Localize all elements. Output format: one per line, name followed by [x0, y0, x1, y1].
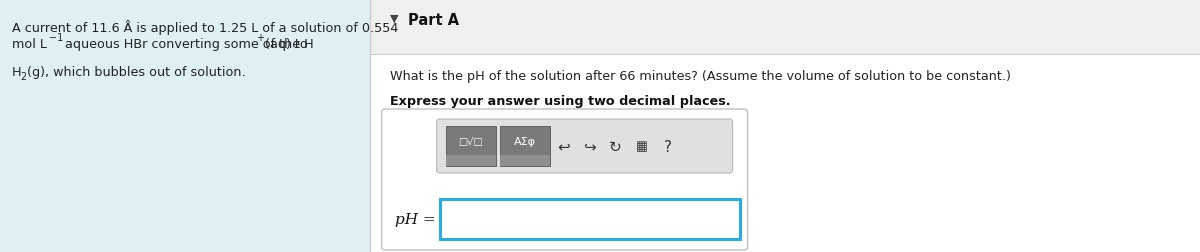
Text: ▼: ▼: [390, 14, 398, 24]
Text: −1: −1: [49, 33, 64, 43]
Text: +: +: [257, 33, 265, 43]
FancyBboxPatch shape: [445, 155, 496, 166]
Text: ↩: ↩: [557, 139, 570, 154]
Text: (g), which bubbles out of solution.: (g), which bubbles out of solution.: [28, 66, 246, 79]
Text: Part A: Part A: [408, 13, 458, 28]
FancyBboxPatch shape: [499, 127, 550, 166]
FancyBboxPatch shape: [382, 110, 748, 250]
Text: What is the pH of the solution after 66 minutes? (Assume the volume of solution : What is the pH of the solution after 66 …: [390, 70, 1010, 83]
Text: Express your answer using two decimal places.: Express your answer using two decimal pl…: [390, 94, 730, 108]
FancyBboxPatch shape: [445, 127, 496, 166]
Text: A current of 11.6 Å is applied to 1.25 L of a solution of 0.554: A current of 11.6 Å is applied to 1.25 L…: [12, 20, 398, 35]
FancyBboxPatch shape: [0, 0, 370, 252]
Text: ↻: ↻: [610, 139, 622, 154]
Text: H: H: [12, 66, 22, 79]
Text: pH =: pH =: [395, 212, 436, 226]
FancyBboxPatch shape: [370, 0, 1200, 55]
FancyBboxPatch shape: [437, 119, 733, 173]
Text: □√□: □√□: [458, 137, 482, 147]
FancyBboxPatch shape: [499, 155, 550, 166]
Text: mol L: mol L: [12, 38, 47, 51]
Text: (aq) to: (aq) to: [265, 38, 307, 51]
Text: aqueous HBr converting some of the H: aqueous HBr converting some of the H: [61, 38, 313, 51]
Text: 2: 2: [20, 72, 26, 82]
FancyBboxPatch shape: [439, 199, 739, 239]
Text: AΣφ: AΣφ: [514, 137, 535, 147]
Text: ↪: ↪: [583, 139, 596, 154]
Text: ▦: ▦: [636, 140, 648, 153]
Text: ?: ?: [664, 139, 672, 154]
